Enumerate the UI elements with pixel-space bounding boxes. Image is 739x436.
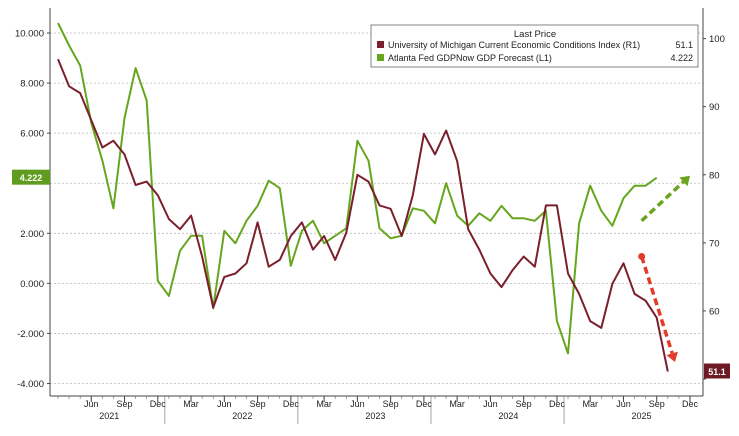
x-tick-label: Jun (616, 399, 631, 409)
x-year-label: 2022 (232, 411, 252, 421)
legend-label: University of Michigan Current Economic … (388, 40, 640, 50)
arrow-head (666, 351, 678, 362)
x-year-label: 2021 (99, 411, 119, 421)
red-down-arrow (638, 252, 678, 362)
left-tick-label: 10.000 (15, 29, 44, 40)
left-tick-label: 2.000 (20, 229, 44, 240)
x-tick-label: Dec (549, 399, 566, 409)
x-tick-label: Mar (449, 399, 465, 409)
green-up-arrow (640, 175, 690, 223)
right-tick-label: 60 (709, 306, 720, 317)
left-axis-ticks: -4.000 -2.000 0.000 2.000 6.000 8.000 10.000 (15, 29, 50, 390)
gdpnow-line (57, 22, 658, 355)
x-tick-label: Sep (383, 399, 399, 409)
annotation-arrows (638, 175, 690, 362)
x-tick-label: Mar (316, 399, 332, 409)
legend-title: Last Price (514, 29, 556, 40)
badge-text: 4.222 (20, 173, 43, 183)
x-tick-label: Jun (350, 399, 365, 409)
gdpnow-last-badge: 4.222 (12, 169, 50, 185)
legend-box (370, 24, 699, 68)
x-tick-label: Dec (283, 399, 300, 409)
arrow-head (679, 175, 690, 187)
x-tick-label: Jun (84, 399, 99, 409)
arrow-shaft (639, 255, 674, 354)
legend-last-value: 4.222 (670, 53, 693, 63)
umich-line (57, 58, 669, 372)
x-tick-label: Dec (682, 399, 699, 409)
right-axis-ticks: 60 70 80 90 100 (703, 34, 725, 380)
badge-text: 51.1 (708, 367, 726, 377)
x-tick-label: Sep (516, 399, 532, 409)
left-tick-label: -4.000 (17, 379, 44, 390)
arrow-shaft (640, 180, 685, 223)
x-tick-label: Sep (117, 399, 133, 409)
axes (49, 8, 704, 397)
x-tick-label: Dec (416, 399, 433, 409)
legend-swatch (377, 41, 384, 48)
right-tick-label: 70 (709, 238, 720, 249)
right-tick-label: 90 (709, 102, 720, 113)
series-lines (57, 22, 669, 372)
left-tick-label: -2.000 (17, 329, 44, 340)
last-price-badges: 4.222 51.1 (12, 169, 730, 379)
right-tick-label: 80 (709, 170, 720, 181)
right-tick-label: 100 (709, 34, 725, 45)
left-tick-label: 0.000 (20, 279, 44, 290)
badge-bg (704, 363, 730, 379)
x-tick-label: Jun (483, 399, 498, 409)
x-year-label: 2025 (631, 411, 651, 421)
x-tick-label: Dec (150, 399, 167, 409)
x-year-label: 2024 (498, 411, 518, 421)
legend-last-value: 51.1 (675, 40, 693, 50)
left-tick-label: 6.000 (20, 129, 44, 140)
left-tick-label: 8.000 (20, 79, 44, 90)
umich-last-badge: 51.1 (704, 363, 730, 379)
x-tick-label: Sep (649, 399, 665, 409)
badge-bg (12, 169, 50, 185)
x-tick-label: Mar (582, 399, 598, 409)
x-year-label: 2023 (365, 411, 385, 421)
legend-label: Atlanta Fed GDPNow GDP Forecast (L1) (388, 53, 552, 63)
legend-swatch (377, 54, 384, 61)
x-tick-label: Sep (250, 399, 266, 409)
x-tick-label: Jun (217, 399, 232, 409)
x-tick-label: Mar (183, 399, 199, 409)
